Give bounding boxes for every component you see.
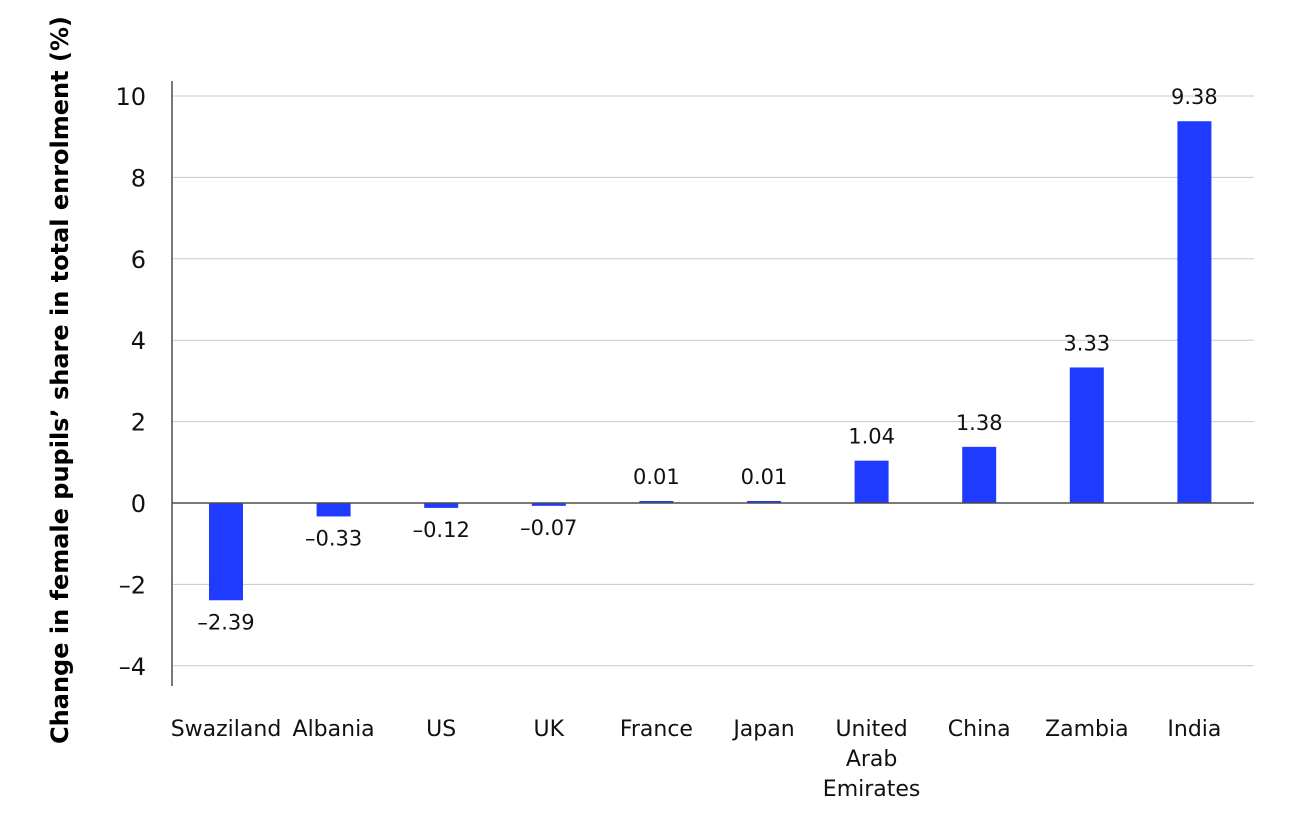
x-tick-label: US	[426, 717, 456, 742]
data-label: 1.38	[956, 411, 1003, 435]
x-tick-label: United Arab Emirates	[823, 717, 921, 802]
y-tick-label: 6	[131, 246, 146, 274]
axes	[171, 81, 1254, 686]
x-tick-label: Albania	[293, 717, 375, 742]
category-labels: Swaziland Albania US UK France Japan United Ara…	[171, 717, 1222, 802]
y-tick-labels: 10 8 6 4 2 0 –2 –4	[115, 83, 146, 681]
bar	[962, 446, 997, 503]
bar	[747, 501, 781, 503]
bar	[639, 501, 674, 503]
y-tick-label: –4	[119, 653, 146, 681]
y-tick-label: 4	[131, 327, 146, 355]
x-tick-label: India	[1167, 717, 1221, 742]
x-tick-label-line: United	[835, 717, 907, 742]
gridlines	[172, 95, 1254, 667]
data-label: –0.12	[413, 518, 470, 542]
x-tick-label: Japan	[731, 717, 794, 742]
data-label: –2.39	[197, 610, 254, 634]
data-label: 3.33	[1063, 331, 1110, 355]
x-tick-label: China	[948, 717, 1011, 742]
data-label: –0.07	[520, 516, 577, 540]
y-tick-label: 2	[131, 409, 146, 437]
data-label: 0.01	[741, 465, 788, 489]
x-tick-label: France	[620, 717, 693, 742]
x-tick-label-line: India	[1167, 717, 1221, 742]
x-tick-label-line: Albania	[293, 717, 375, 742]
bar	[1177, 121, 1212, 503]
data-labels: –2.39 –0.33 –0.12 –0.07 0.01 0.01 1.04 1.38 3.33…	[197, 85, 1217, 634]
x-tick-label-line: Japan	[731, 717, 794, 742]
data-label: 0.01	[633, 465, 680, 489]
bar	[424, 503, 459, 508]
x-tick-label-line: France	[620, 717, 693, 742]
bar	[1069, 367, 1104, 503]
x-tick-label: Zambia	[1045, 717, 1129, 742]
bar	[854, 460, 889, 503]
x-tick-label-line: Arab	[846, 747, 898, 772]
y-axis-title: Change in female pupils’ share in total …	[46, 16, 74, 744]
y-tick-label: 10	[115, 83, 146, 111]
x-tick-label-line: US	[426, 717, 456, 742]
data-label: –0.33	[305, 526, 362, 550]
x-tick-label-line: China	[948, 717, 1011, 742]
x-tick-label-line: Emirates	[823, 777, 921, 802]
y-tick-label: 8	[131, 164, 146, 192]
y-tick-label: –2	[119, 571, 146, 599]
data-label: 9.38	[1171, 85, 1218, 109]
x-tick-label-line: UK	[534, 717, 565, 742]
x-tick-label: Swaziland	[171, 717, 282, 742]
bar	[316, 503, 351, 517]
bar	[531, 503, 566, 506]
x-tick-label-line: Swaziland	[171, 717, 282, 742]
y-tick-label: 0	[131, 490, 146, 518]
x-tick-label: UK	[534, 717, 565, 742]
data-label: 1.04	[848, 425, 895, 449]
bar	[209, 503, 243, 601]
x-tick-label-line: Zambia	[1045, 717, 1129, 742]
bars	[209, 121, 1212, 601]
